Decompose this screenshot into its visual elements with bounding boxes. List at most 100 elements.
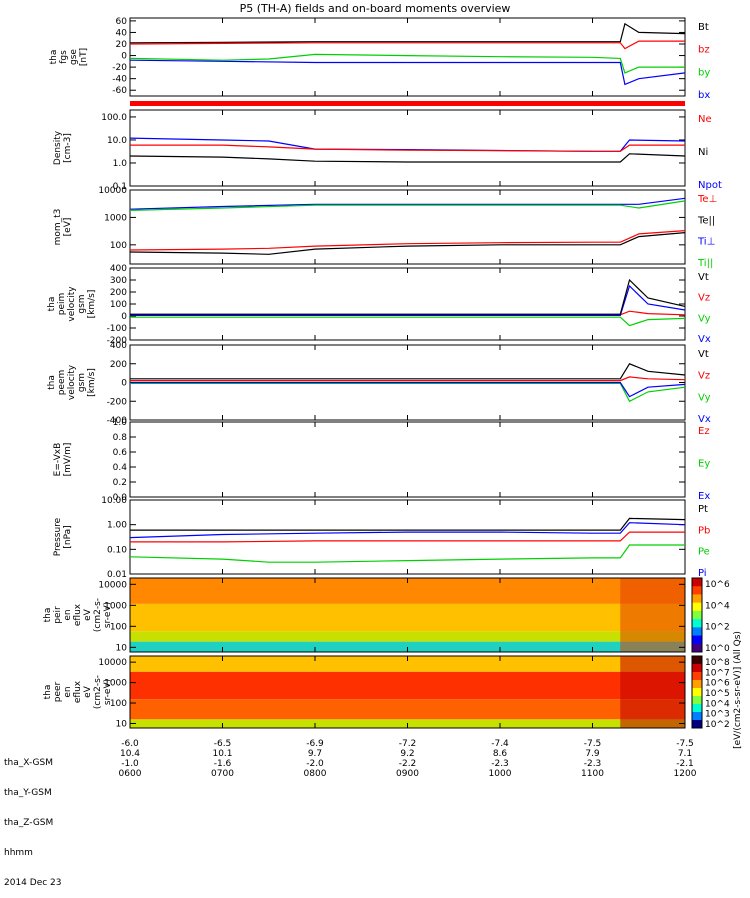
y-tick-label: 10.0 [107,136,127,146]
footer-value: -7.2 [399,739,417,749]
footer-value: 7.1 [678,749,692,759]
colorbar-segment [692,578,702,587]
y-tick-label: -20 [112,63,127,73]
y-tick-label: 10 [116,719,128,729]
colorbar-segment [692,594,702,604]
spectrogram-band [130,656,685,672]
legend-entry: Te|| [697,215,715,226]
legend-entry: Pi [698,568,707,579]
y-axis-label: (cm2-s- [93,675,103,709]
colorbar-segment [692,696,702,705]
y-axis-label: gse [69,49,79,65]
series-line-Bt [129,22,686,44]
footer-value: 1000 [489,769,512,779]
y-axis-label: E=-VxB [53,443,63,477]
legend-entry: Te⊥ [697,194,717,205]
y-tick-label: 10000 [98,580,127,590]
colorbar-segment [692,643,702,653]
y-axis-label: peem [57,370,67,396]
legend-entry: Pt [698,504,708,515]
colorbar-segment [692,619,702,628]
series-line-Pi [129,522,686,539]
colorbar-segment [692,610,702,620]
series-line-Vt [130,363,686,380]
y-axis-label: fgs [59,50,69,64]
footer-label-x: tha_X-GSM [4,758,53,768]
footer-value: 0900 [396,769,419,779]
y-tick-label: 1.0 [113,159,128,169]
series-line-Pb [130,531,685,543]
y-tick-label: 1000 [104,601,127,611]
y-axis-label: velocity [67,286,77,322]
colorbar-segment [692,688,702,697]
footer-value: 8.6 [493,749,508,759]
y-axis-label: sr-eV) [103,679,113,705]
series-line-Te|| [129,232,686,255]
y-tick-label: 0 [121,52,127,62]
footer-value: 9.2 [400,749,414,759]
y-tick-label: 200 [110,360,127,370]
y-axis-label: tha [43,608,53,623]
y-tick-label: 0.8 [113,433,128,443]
footer-value: 10.1 [212,749,232,759]
footer-value: 0700 [211,769,234,779]
legend-entry: Vy [698,313,711,324]
panel-frame [129,267,686,341]
colorbar-title: [eV/(cm2-s-sr-eV)] (All Qs) [733,631,743,749]
y-tick-label: 0 [121,312,127,322]
y-tick-label: 1.0 [113,418,128,428]
footer-date: 2014 Dec 23 [4,878,62,888]
y-axis-label: peer [53,681,63,702]
spectrogram-disturbed-region [620,656,685,728]
legend-entry: Vz [698,293,710,304]
y-axis-label: [nT] [79,48,89,66]
footer-value: 7.9 [585,749,600,759]
series-line-Te⊥ [129,230,686,251]
y-tick-label: 400 [110,341,127,351]
legend-entry: Ey [698,459,710,470]
y-axis-label: [nPa] [63,525,73,548]
footer-value: -6.5 [214,739,232,749]
y-axis-label: [eV] [63,218,73,237]
y-tick-label: 400 [110,264,127,274]
footer-value: -2.3 [491,759,509,769]
y-axis-label: en [63,686,73,697]
colorbar-segment [692,704,702,713]
footer-labels: tha_X-GSM tha_Y-GSM tha_Z-GSM hhmm 2014 … [4,738,62,898]
legend-entry: Ex [698,491,710,502]
colorbar-segment [692,656,702,665]
legend-entry: by [698,67,710,78]
footer-value: -7.4 [491,739,509,749]
y-axis-label: gsm [77,294,87,313]
y-tick-label: 0.0 [113,493,128,503]
colorbar-tick-label: 10^6 [705,580,730,590]
chart-title: P5 (TH-A) fields and on-board moments ov… [239,2,511,15]
footer-value: -1.6 [214,759,232,769]
series-line-Pt [130,517,686,531]
y-axis-label: mom_t3 [53,209,63,246]
status-bar [130,101,685,106]
legend-entry: Ti|| [697,258,713,269]
series-line-Vy [130,382,686,403]
colorbar-tick-label: 10^8 [705,658,730,668]
series-line-Vz [130,376,686,382]
y-axis-label: tha [49,50,59,65]
y-tick-label: 0.2 [113,478,127,488]
footer-value: 9.7 [308,749,322,759]
colorbar-segment [692,635,702,645]
y-axis-label: [mV/m] [63,443,73,477]
footer-value: -7.5 [584,739,602,749]
footer-value: 1100 [581,769,604,779]
y-tick-label: 0 [121,379,127,389]
legend-entry: Ez [698,426,710,437]
footer-value: -2.3 [584,759,602,769]
legend-entry: Npot [698,180,722,191]
y-tick-label: 10000 [98,186,127,196]
y-tick-label: -40 [112,75,127,85]
spectrogram-disturbed-region [620,578,685,652]
legend-entry: Vx [698,414,711,425]
y-tick-label: 40 [116,28,128,38]
y-tick-label: -60 [112,86,127,96]
y-tick-label: -400 [107,416,128,426]
colorbar-segment [692,664,702,673]
